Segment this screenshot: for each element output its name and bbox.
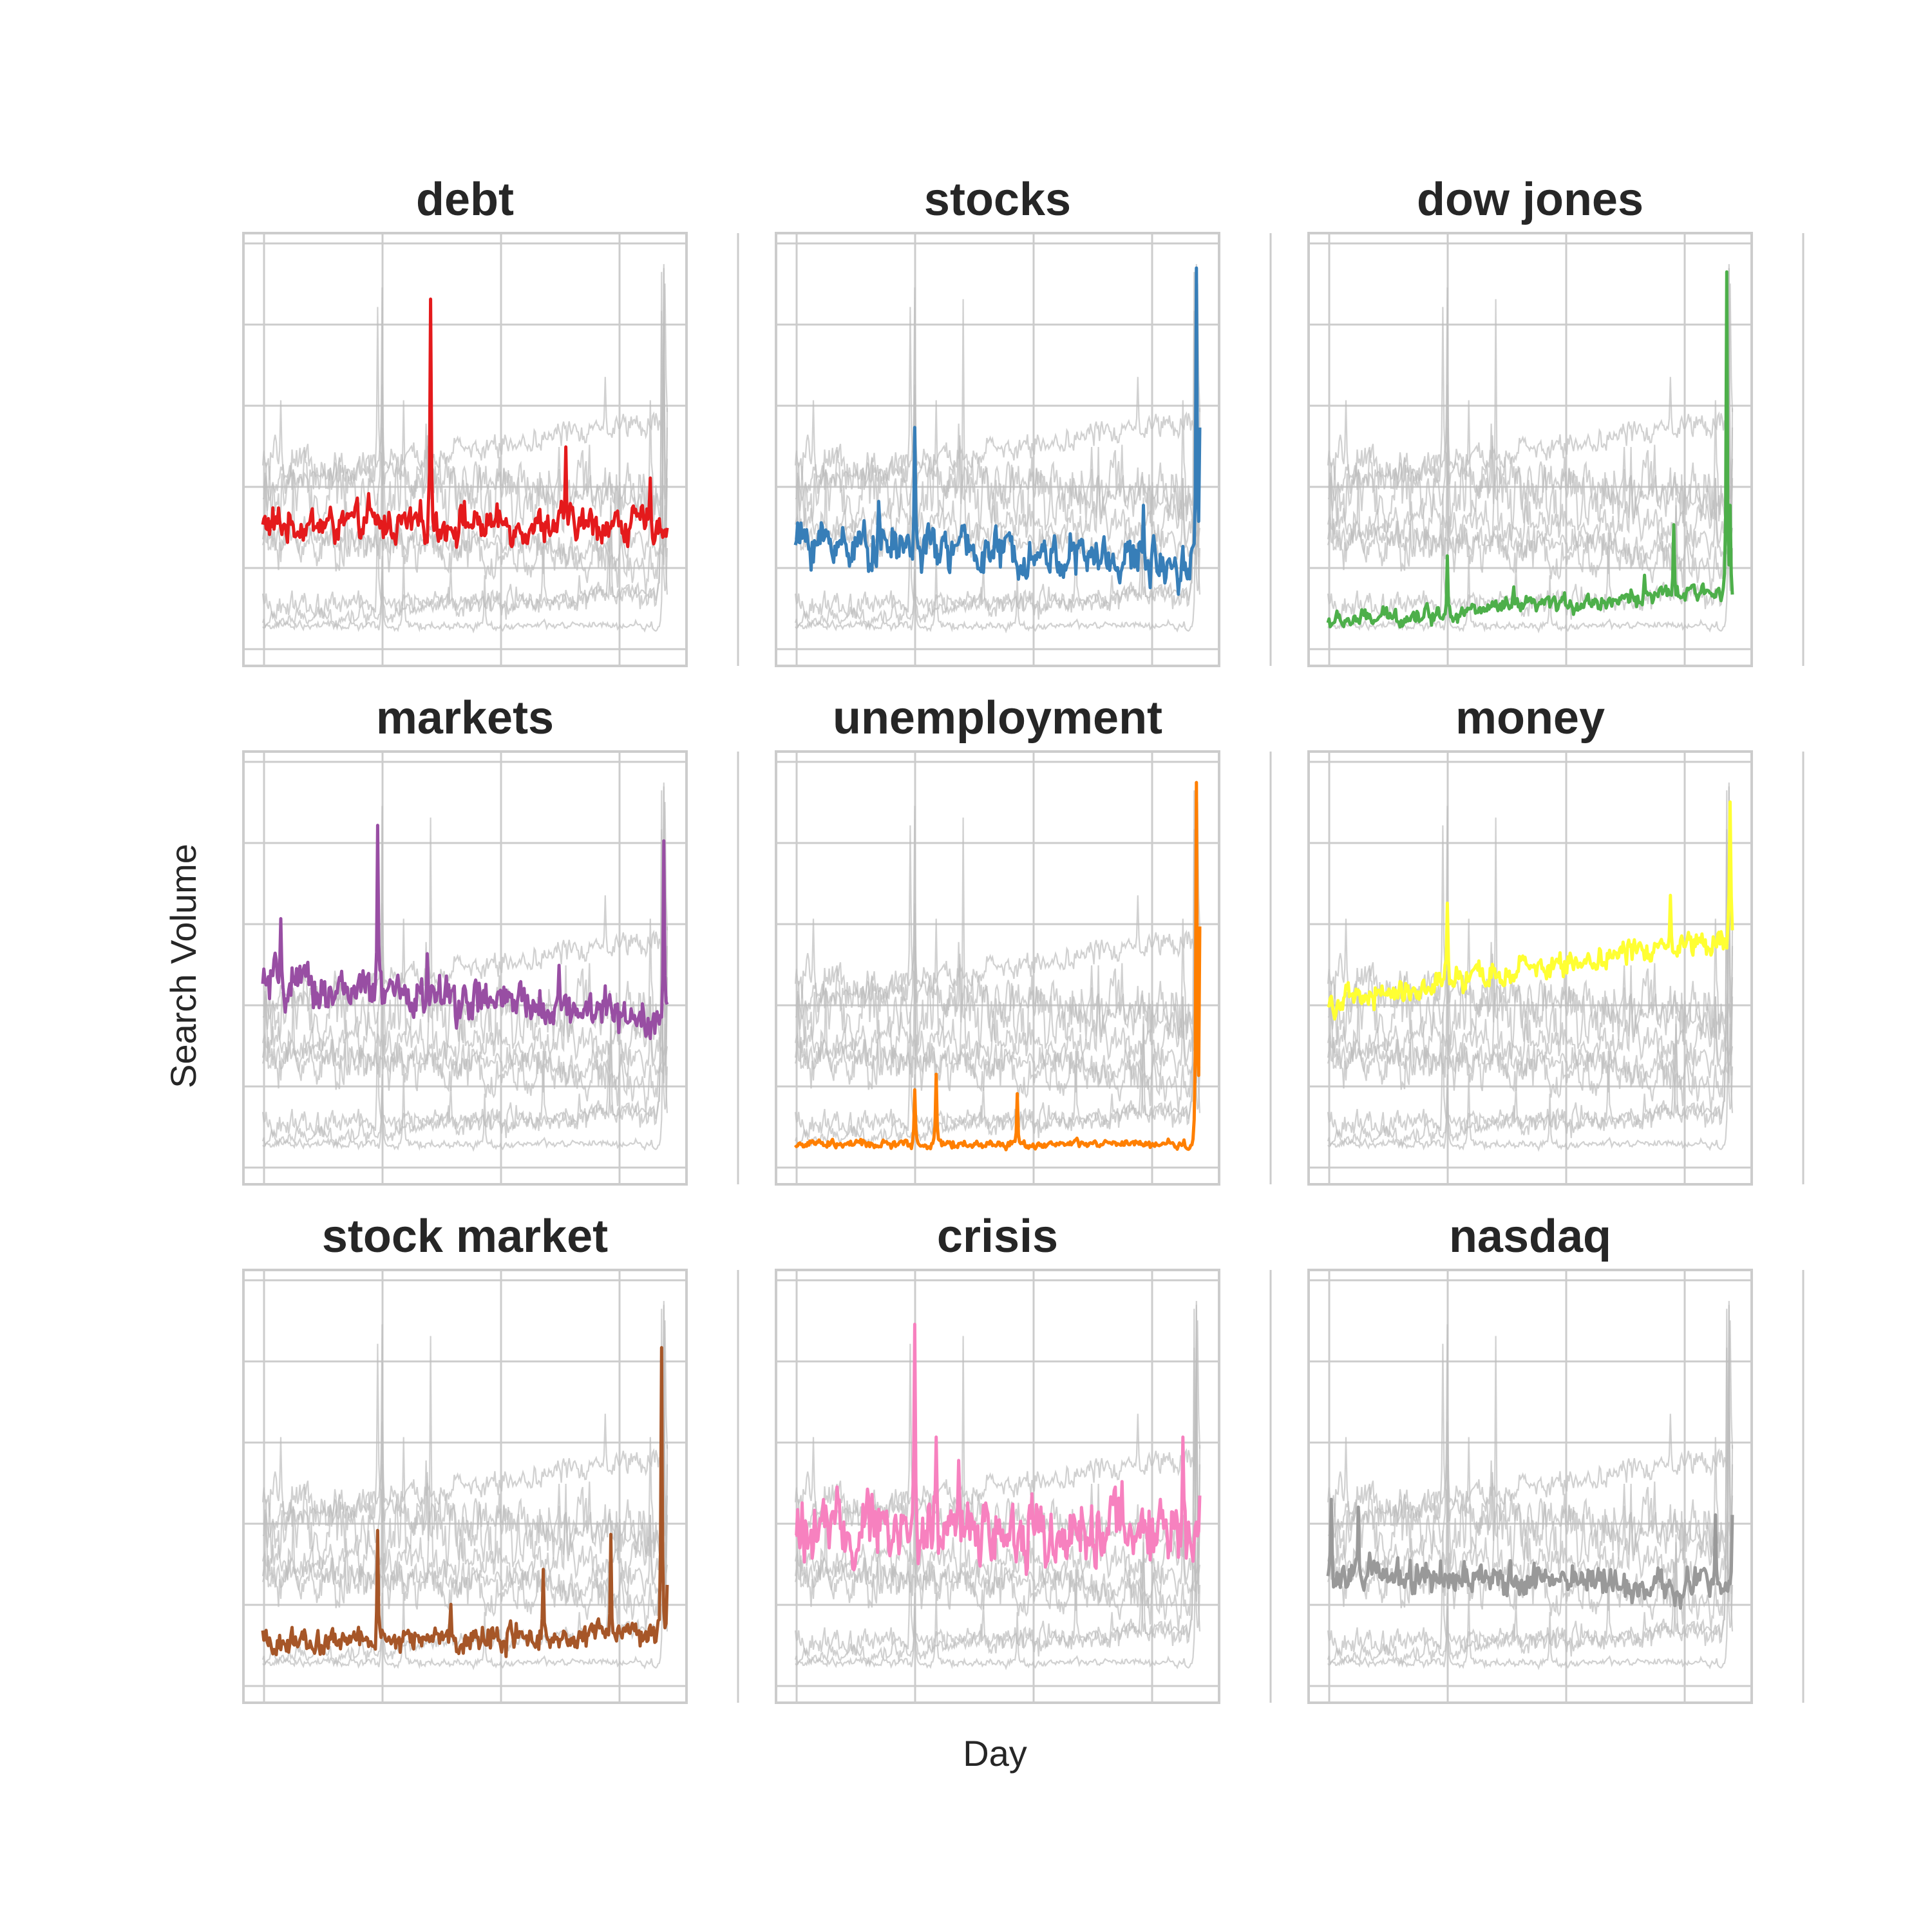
series-line-debt-grey [1327,817,1734,1067]
panel-title: unemployment [833,692,1162,744]
series-line-stock-market-grey [794,310,1201,621]
panel-debt: debt [242,174,739,667]
panel-grid: debt stocks dow jones markets unemployment mo… [242,174,1804,1704]
x-axis-label: Day [963,1733,1027,1774]
series-line-unemployment-grey [1327,1301,1734,1671]
series-line-debt [261,298,669,549]
series-line-nasdaq-grey [261,462,668,572]
series-line-unemployment-grey [1327,264,1734,634]
panel-markets: markets [242,692,739,1186]
series-line-crisis-grey [1327,1324,1734,1575]
series-line-debt-grey [1327,1336,1734,1586]
series-line-markets [261,824,669,1041]
panel-title: stocks [924,174,1071,225]
panel-stock-market: stock market [242,1211,739,1704]
background-series [1327,264,1734,634]
background-series [261,264,668,634]
series-line-nasdaq-grey [1327,462,1734,572]
panel-title: stock market [322,1211,608,1262]
series-line-debt-grey [794,1336,1201,1586]
series-line-unemployment-grey [795,264,1201,634]
series-line-unemployment-grey [262,264,668,634]
series-line-nasdaq-grey [1327,981,1734,1090]
series-line-unemployment-grey [1327,782,1734,1152]
series-line-crisis-grey [262,287,668,538]
series-line-debt-grey [794,299,1201,549]
panel-title: nasdaq [1449,1211,1611,1262]
series-line-stock-market-grey [261,310,668,621]
series-line-debt-grey [1327,299,1734,549]
series-line-debt-grey [261,817,668,1067]
series-line-crisis-grey [795,806,1201,1056]
series-line-nasdaq-grey [794,1499,1201,1609]
panel-title: markets [376,692,554,744]
series-line-nasdaq-grey [261,1499,668,1609]
panel-title: money [1455,692,1605,744]
series-line-crisis-grey [1327,287,1734,538]
background-series [794,786,1201,1147]
series-line-stock-market-grey [261,829,668,1139]
background-series [261,782,668,1152]
panel-crisis: crisis [775,1211,1272,1704]
series-line-unemployment [793,781,1202,1151]
series-line-debt-grey [261,1336,668,1586]
panel-unemployment: unemployment [775,692,1272,1186]
panel-money: money [1307,692,1804,1186]
y-axis-label: Search Volume [163,844,204,1088]
series-line-stocks [793,266,1202,596]
series-line-unemployment-grey [795,1301,1201,1671]
series-line-stock-market-grey [794,829,1201,1139]
series-line-stock-market-grey [1327,1347,1734,1658]
series-line-stock-market-grey [1327,829,1734,1139]
panel-title: dow jones [1417,174,1643,225]
series-line-unemployment-grey [262,782,668,1152]
series-line-nasdaq [1326,1497,1734,1610]
series-line-crisis [795,1322,1202,1577]
background-series [1327,1301,1734,1671]
series-line-crisis-grey [795,287,1201,538]
panel-dow-jones: dow jones [1307,174,1804,667]
series-line-crisis-grey [262,1324,668,1575]
series-line-stock-market-grey [794,1347,1201,1658]
series-line-debt-grey [794,817,1201,1067]
series-line-nasdaq-grey [794,981,1201,1090]
series-line-stock-market [261,1346,669,1658]
panel-title: debt [416,174,514,225]
series-line-dow-jones [1326,270,1734,629]
panel-nasdaq: nasdaq [1307,1211,1804,1704]
series-line-nasdaq-grey [261,981,668,1090]
panel-stocks: stocks [775,174,1272,667]
panel-title: crisis [937,1211,1058,1262]
series-line-money [1327,800,1734,1021]
series-line-unemployment-grey [262,1301,668,1671]
